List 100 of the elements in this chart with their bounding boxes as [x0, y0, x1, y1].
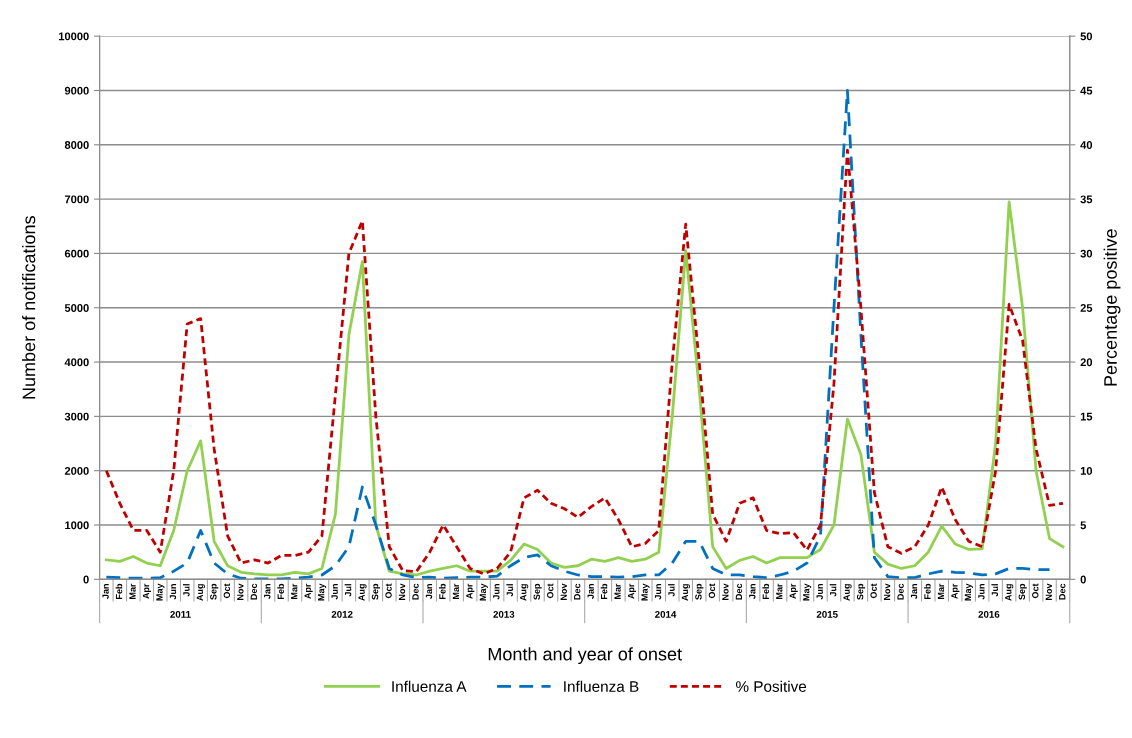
x-tick-label: Feb [600, 583, 608, 599]
x-tick-label: Jan [587, 584, 594, 599]
x-tick-label: Aug [196, 584, 205, 601]
x-tick-label: Jan [425, 584, 433, 599]
x-tick-label: May [641, 583, 650, 601]
text: 2016 [978, 610, 1000, 618]
y-tick-label: 3000 [64, 412, 89, 421]
y2-tick-label: 0 [1080, 575, 1086, 584]
legend-label: Influenza A [392, 680, 467, 692]
x-tick-label: Feb [115, 583, 123, 599]
x-tick-label: Feb [924, 583, 931, 599]
x-tick-label: Feb [438, 583, 446, 599]
y2-tick-label: 25 [1080, 304, 1093, 312]
x-tick-label: Oct [1032, 583, 1039, 599]
x-tick-label: Nov [1045, 583, 1052, 600]
y-tick-label: 6000 [64, 249, 89, 258]
x-tick-label: Aug [1005, 584, 1014, 601]
x-tick-label: Apr [951, 583, 960, 599]
x-tick-label: Feb [762, 583, 769, 599]
x-tick-label: Feb [277, 583, 284, 599]
x-tick-label: Aug [520, 584, 529, 601]
x-tick-label: Mar [129, 583, 136, 599]
x-tick-label: Sep [856, 583, 866, 600]
x-axis-title: Month and year of onset [488, 647, 682, 665]
x-tick-label: Dec [250, 583, 257, 600]
x-tick-label: Apr [789, 583, 798, 599]
y2-tick-label: 20 [1080, 358, 1093, 367]
text: 2013 [493, 610, 515, 618]
x-tick-label: Apr [466, 583, 475, 599]
x-tick-label: Oct [547, 583, 554, 599]
y-tick-label: 7000 [64, 195, 89, 204]
x-tick-label: Jun [331, 584, 338, 600]
x-tick-label: Nov [560, 583, 567, 600]
x-tick-label: Dec [1059, 583, 1066, 600]
x-tick-label: Sep [1018, 583, 1027, 600]
legend-label: % Positive [736, 680, 807, 692]
x-tick-label: Jun [169, 584, 177, 600]
x-tick-label: Oct [223, 583, 231, 599]
x-tick-label: Mar [291, 583, 298, 599]
y-tick-label: 8000 [64, 141, 89, 149]
y-tick-label: 10000 [59, 32, 89, 41]
x-tick-label: Jul [829, 584, 837, 597]
y2-tick-label: 5 [1080, 521, 1087, 530]
x-tick-label: Jun [493, 584, 500, 600]
text: 2012 [331, 610, 353, 618]
x-tick-label: Sep [695, 583, 704, 600]
x-tick-label: Jan [264, 584, 271, 599]
text: 2014 [655, 610, 677, 618]
x-tick-label: Nov [398, 583, 406, 600]
x-tick-label: Nov [722, 583, 729, 600]
x-tick-label: Oct [708, 583, 716, 599]
y2-axis-title: Percentage positive [1103, 229, 1121, 386]
y2-tick-label: 15 [1080, 412, 1093, 421]
x-tick-label: Jul [344, 584, 352, 597]
x-tick-label: Dec [574, 583, 581, 600]
x-tick-label: Oct [385, 583, 392, 599]
x-tick-label: Mar [452, 583, 460, 599]
x-tick-label: Apr [304, 583, 313, 599]
text: 2011 [170, 610, 191, 618]
x-tick-label: May [803, 583, 812, 601]
y2-tick-label: 45 [1080, 86, 1093, 95]
y-axis-title: Number of notifications [22, 216, 36, 399]
x-tick-label: Dec [412, 583, 419, 600]
y2-tick-label: 50 [1080, 32, 1093, 41]
x-tick-label: Mar [776, 583, 783, 599]
x-tick-label: Jul [506, 584, 513, 597]
x-tick-label: May [318, 583, 327, 601]
x-tick-label: Mar [937, 583, 945, 599]
x-tick-label: Aug [358, 584, 367, 601]
x-tick-label: Sep [210, 583, 219, 600]
x-tick-label: Aug [843, 584, 852, 601]
y2-tick-label: 10 [1080, 466, 1093, 475]
x-tick-label: Sep [371, 583, 381, 600]
y-tick-label: 9000 [64, 86, 89, 95]
y-tick-label: 5000 [64, 304, 89, 312]
x-tick-label: Jun [816, 584, 823, 600]
x-tick-label: Jun [654, 584, 662, 600]
x-tick-label: Jan [910, 584, 918, 599]
y2-tick-label: 30 [1080, 249, 1093, 258]
x-tick-label: Jun [978, 584, 985, 600]
x-tick-label: Apr [627, 583, 637, 599]
x-tick-label: Jul [991, 584, 999, 597]
y-tick-label: 0 [83, 575, 89, 584]
x-tick-label: Aug [681, 584, 690, 601]
y-tick-label: 4000 [64, 358, 89, 367]
x-tick-label: Dec [897, 583, 904, 600]
x-tick-label: Dec [735, 583, 743, 600]
x-tick-label: Apr [142, 583, 151, 599]
x-tick-label: Nov [883, 583, 891, 600]
x-tick-label: May [964, 583, 973, 601]
y-tick-label: 1000 [65, 521, 89, 530]
x-tick-label: Nov [237, 583, 244, 600]
text: 2015 [816, 610, 838, 618]
x-tick-label: Jan [102, 584, 109, 599]
y-tick-label: 2000 [64, 466, 89, 475]
y2-tick-label: 40 [1080, 141, 1093, 149]
y2-tick-label: 35 [1080, 195, 1093, 204]
x-tick-label: May [479, 583, 488, 601]
x-tick-label: Sep [533, 583, 542, 600]
x-tick-label: Oct [870, 583, 877, 599]
